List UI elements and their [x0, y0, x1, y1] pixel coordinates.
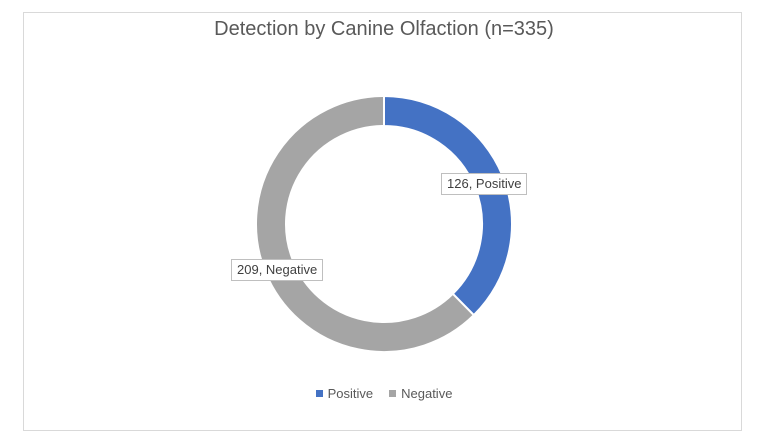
legend-item-negative[interactable]: Negative	[389, 386, 452, 401]
legend-item-positive[interactable]: Positive	[315, 386, 374, 401]
chart-title: Detection by Canine Olfaction (n=335)	[214, 18, 554, 40]
legend: Positive Negative	[0, 386, 768, 401]
data-label-positive: 126, Positive	[441, 173, 528, 195]
legend-label-positive: Positive	[327, 386, 374, 401]
slice-positive[interactable]	[383, 94, 513, 317]
chart-area	[23, 12, 742, 431]
legend-swatch-negative	[389, 390, 397, 397]
data-label-negative: 209, Negative	[231, 259, 324, 281]
legend-swatch-positive	[315, 390, 323, 397]
slice-negative[interactable]	[255, 94, 476, 353]
legend-label-negative: Negative	[401, 386, 453, 401]
